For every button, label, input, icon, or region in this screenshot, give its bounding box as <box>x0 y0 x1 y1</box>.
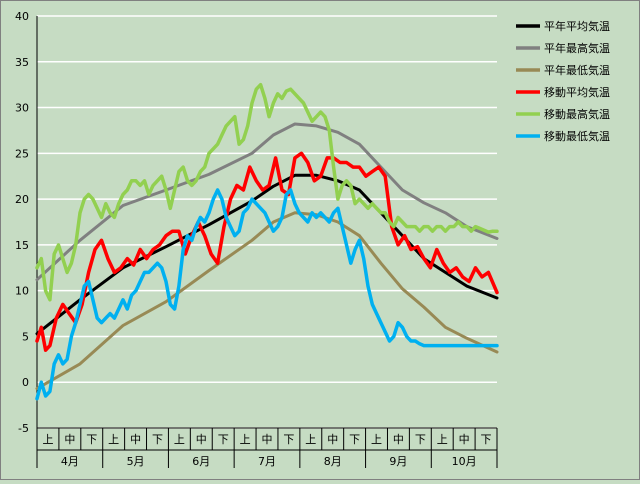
period-label: 中 <box>327 433 338 446</box>
legend-label: 平年最高気温 <box>544 41 610 55</box>
month-label: 10月 <box>452 455 477 468</box>
period-label: 下 <box>152 433 163 446</box>
month-label: 9月 <box>389 455 407 468</box>
month-label: 4月 <box>61 455 79 468</box>
period-label: 中 <box>459 433 470 446</box>
period-label: 中 <box>64 433 75 446</box>
period-label: 中 <box>130 433 141 446</box>
legend-label: 移動最低気温 <box>544 129 610 143</box>
series-lines <box>35 82 499 401</box>
period-label: 下 <box>283 433 294 446</box>
y-tick-label: 30 <box>15 102 29 115</box>
legend-label: 平年平均気温 <box>544 19 610 33</box>
month-label: 5月 <box>127 455 145 468</box>
series-line <box>35 151 499 352</box>
month-label: 7月 <box>258 455 276 468</box>
period-label: 上 <box>174 433 185 446</box>
period-label: 上 <box>108 433 119 446</box>
period-label: 中 <box>393 433 404 446</box>
period-label: 下 <box>481 433 492 446</box>
y-tick-label: 25 <box>15 147 29 160</box>
y-tick-label: 35 <box>15 56 29 69</box>
month-label: 6月 <box>192 455 210 468</box>
legend-label: 平年最低気温 <box>544 63 610 77</box>
period-label: 上 <box>42 433 53 446</box>
y-tick-label: -5 <box>18 422 29 435</box>
legend-label: 移動最高気温 <box>544 107 610 121</box>
period-label: 上 <box>240 433 251 446</box>
y-tick-label: 5 <box>22 330 29 343</box>
legend-label: 移動平均気温 <box>544 85 610 99</box>
period-label: 下 <box>349 433 360 446</box>
period-label: 下 <box>218 433 229 446</box>
y-tick-label: 40 <box>15 10 29 23</box>
y-tick-label: 10 <box>15 285 29 298</box>
series-line <box>35 122 499 282</box>
y-tick-label: 20 <box>15 193 29 206</box>
series-line <box>35 82 499 302</box>
series-line <box>35 211 499 391</box>
series-line <box>35 188 499 401</box>
period-label: 中 <box>262 433 273 446</box>
axes: -50510152025303540上中下4月上中下5月上中下6月上中下7月上中… <box>15 10 498 468</box>
period-label: 上 <box>305 433 316 446</box>
period-label: 上 <box>371 433 382 446</box>
y-tick-label: 0 <box>22 376 29 389</box>
y-tick-label: 15 <box>15 239 29 252</box>
period-label: 下 <box>86 433 97 446</box>
period-label: 上 <box>437 433 448 446</box>
period-label: 下 <box>415 433 426 446</box>
month-label: 8月 <box>324 455 342 468</box>
period-label: 中 <box>196 433 207 446</box>
